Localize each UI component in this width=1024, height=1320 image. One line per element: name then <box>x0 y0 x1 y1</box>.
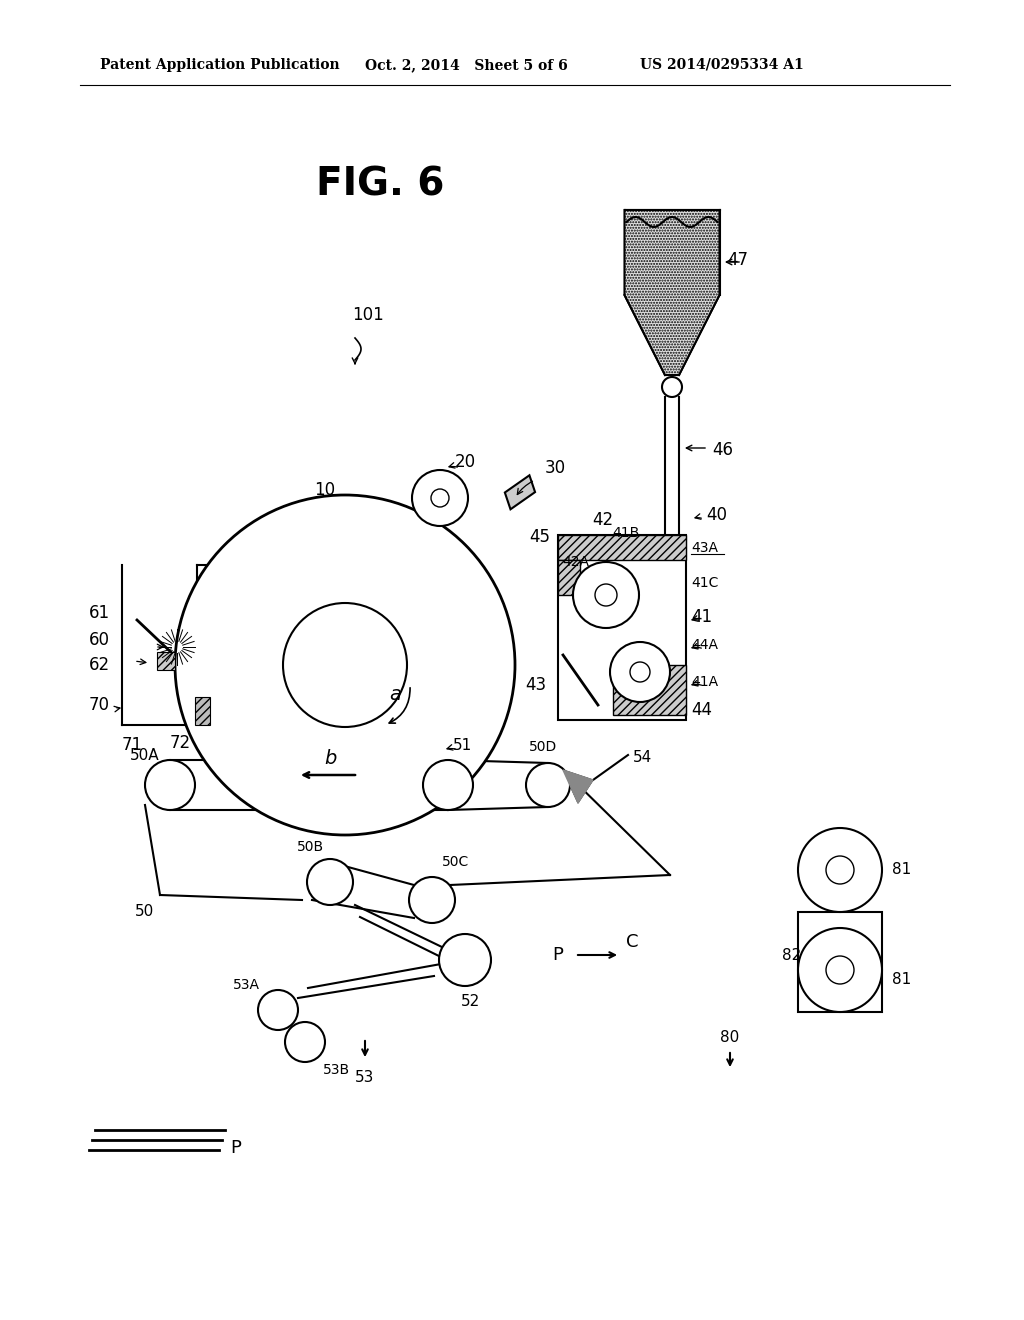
Bar <box>558 535 686 719</box>
Circle shape <box>826 956 854 983</box>
Text: 41: 41 <box>691 609 712 626</box>
Bar <box>613 665 686 715</box>
Text: 41B: 41B <box>612 525 640 540</box>
Bar <box>558 560 580 595</box>
Text: 42A: 42A <box>562 554 590 569</box>
Text: 80: 80 <box>720 1031 739 1045</box>
Text: 81: 81 <box>892 973 911 987</box>
Circle shape <box>526 763 570 807</box>
Circle shape <box>662 378 682 397</box>
Bar <box>558 535 686 560</box>
Circle shape <box>798 928 882 1012</box>
Text: 50: 50 <box>135 904 155 920</box>
Circle shape <box>610 642 670 702</box>
Text: 54: 54 <box>633 750 652 764</box>
Text: 60: 60 <box>89 631 110 649</box>
Text: 41C: 41C <box>691 576 719 590</box>
Circle shape <box>175 495 515 836</box>
Text: 52: 52 <box>461 994 479 1010</box>
Circle shape <box>258 990 298 1030</box>
Text: 50A: 50A <box>130 747 160 763</box>
Text: 44: 44 <box>691 701 712 719</box>
Text: a: a <box>389 685 401 705</box>
Text: 40: 40 <box>706 506 727 524</box>
Text: 44A: 44A <box>691 638 718 652</box>
Text: Oct. 2, 2014   Sheet 5 of 6: Oct. 2, 2014 Sheet 5 of 6 <box>365 58 567 73</box>
Text: US 2014/0295334 A1: US 2014/0295334 A1 <box>640 58 804 73</box>
Text: 42: 42 <box>593 511 613 529</box>
Text: 41A: 41A <box>691 675 718 689</box>
Text: b: b <box>324 748 336 767</box>
Circle shape <box>439 935 490 986</box>
Text: 10: 10 <box>314 480 336 499</box>
Text: 46: 46 <box>712 441 733 459</box>
Text: 30: 30 <box>545 459 566 477</box>
Text: 70: 70 <box>89 696 110 714</box>
Text: 50D: 50D <box>528 741 557 754</box>
Circle shape <box>798 828 882 912</box>
Text: P: P <box>553 946 563 964</box>
Circle shape <box>630 663 650 682</box>
Circle shape <box>423 760 473 810</box>
Circle shape <box>145 760 195 810</box>
Text: 101: 101 <box>352 306 384 323</box>
Text: 45: 45 <box>529 528 550 546</box>
Text: FIG. 6: FIG. 6 <box>315 166 444 205</box>
Circle shape <box>431 488 449 507</box>
Text: 72: 72 <box>169 734 190 752</box>
Circle shape <box>573 562 639 628</box>
Text: 50C: 50C <box>442 855 469 869</box>
Circle shape <box>307 859 353 906</box>
Text: 50B: 50B <box>296 840 324 854</box>
Text: 47: 47 <box>727 251 748 269</box>
Text: 53: 53 <box>355 1071 375 1085</box>
Text: P: P <box>230 1139 241 1158</box>
Circle shape <box>409 876 455 923</box>
Text: C: C <box>626 933 638 950</box>
Text: 62: 62 <box>89 656 110 675</box>
Polygon shape <box>505 475 536 510</box>
Text: 61: 61 <box>89 605 110 622</box>
Text: 51: 51 <box>453 738 472 752</box>
Text: Patent Application Publication: Patent Application Publication <box>100 58 340 73</box>
Circle shape <box>283 603 407 727</box>
Text: 43: 43 <box>525 676 546 694</box>
Text: 81: 81 <box>892 862 911 878</box>
Text: 53A: 53A <box>233 978 260 993</box>
Text: 71: 71 <box>122 737 142 754</box>
Circle shape <box>285 1022 325 1063</box>
Circle shape <box>826 855 854 884</box>
Text: 53B: 53B <box>323 1063 350 1077</box>
Circle shape <box>595 583 617 606</box>
Text: 43A: 43A <box>691 541 718 554</box>
Circle shape <box>412 470 468 525</box>
Polygon shape <box>563 770 593 803</box>
Polygon shape <box>625 210 720 375</box>
Bar <box>195 697 210 725</box>
Text: 20: 20 <box>455 453 476 471</box>
Bar <box>157 652 175 671</box>
Text: 82: 82 <box>782 948 802 962</box>
